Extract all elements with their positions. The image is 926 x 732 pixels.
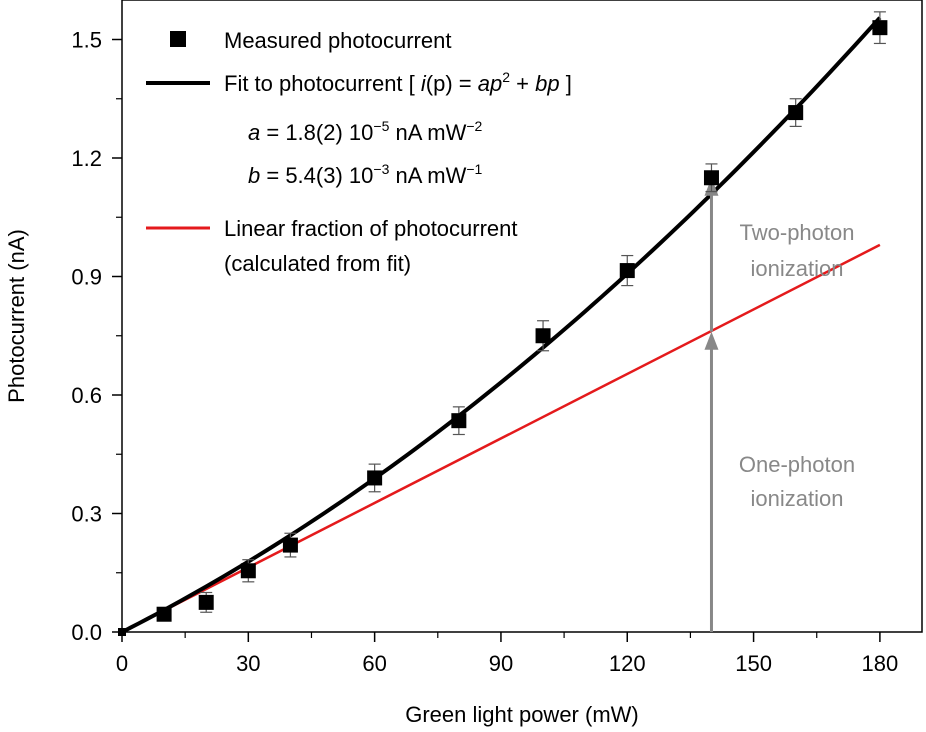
x-tick-label: 120: [609, 651, 646, 676]
fit-suffix: ]: [560, 71, 572, 96]
fit-i: i: [421, 71, 427, 96]
legend-label-linear-line2: (calculated from fit): [224, 251, 411, 276]
fit-curve: [121, 16, 882, 634]
two-photon-label: Two-photon: [740, 220, 855, 245]
x-tick-label: 30: [236, 651, 260, 676]
plot-frame: [121, 0, 923, 633]
two-photon-label-line2: ionization: [751, 256, 844, 281]
param-a-unit-exp: −2: [466, 118, 482, 134]
y-tick-label: 0.0: [71, 620, 102, 645]
x-tick-label: 90: [489, 651, 513, 676]
x-axis-ticks: 0 30 60 90 120 150 180: [116, 632, 898, 676]
fit-square: 2: [502, 69, 510, 85]
data-point: [118, 628, 126, 636]
data-point: [535, 328, 551, 344]
legend-label-linear: Linear fraction of photocurrent: [224, 216, 518, 241]
data-point: [367, 470, 383, 486]
y-axis-ticks: 0.0 0.3 0.6 0.9 1.2 1.5: [71, 28, 122, 645]
param-b-val: = 5.4(3) 10: [260, 163, 373, 188]
y-tick-label: 1.2: [71, 146, 102, 171]
data-point: [282, 537, 298, 553]
data-point: [198, 594, 214, 610]
legend-param-b: b = 5.4(3) 10−3 nA mW−1: [248, 161, 483, 188]
one-photon-label: One-photon: [739, 452, 855, 477]
fit-p: (p): [426, 71, 453, 96]
param-b-unit-exp: −1: [466, 161, 482, 177]
y-tick-label: 0.3: [71, 502, 102, 527]
data-point: [872, 20, 888, 36]
fit-prefix: Fit to photocurrent [: [224, 71, 421, 96]
legend-label-measured: Measured photocurrent: [224, 28, 451, 53]
param-b-unit: nA mW: [389, 163, 466, 188]
x-tick-label: 180: [862, 651, 899, 676]
y-tick-label: 0.9: [71, 265, 102, 290]
data-point: [240, 563, 256, 579]
x-axis-title: Green light power (mW): [405, 702, 639, 727]
x-tick-label: 0: [116, 651, 128, 676]
data-point: [788, 105, 804, 121]
param-b-sym: b: [248, 163, 260, 188]
y-tick-label: 1.5: [71, 28, 102, 53]
linear-fraction-line: [121, 243, 881, 634]
data-point: [703, 170, 719, 186]
param-a-unit: nA mW: [389, 120, 466, 145]
linear-fraction-series: [121, 243, 881, 634]
ionization-arrows: [704, 177, 719, 632]
legend-label-fit: Fit to photocurrent [ i(p) = ap2 + bp ]: [224, 69, 572, 96]
param-a-val: = 1.8(2) 10: [260, 120, 373, 145]
legend: Measured photocurrent Fit to photocurren…: [146, 28, 572, 276]
legend-param-a: a = 1.8(2) 10−5 nA mW−2: [248, 118, 483, 145]
y-tick-label: 0.6: [71, 383, 102, 408]
data-point: [451, 413, 467, 429]
param-a-sym: a: [248, 120, 260, 145]
fit-eq: =: [453, 71, 478, 96]
fit-ap: ap: [478, 71, 502, 96]
one-photon-label-line2: ionization: [751, 486, 844, 511]
data-point: [619, 263, 635, 279]
fit-plus: +: [510, 71, 535, 96]
legend-marker-measured: [170, 31, 186, 47]
x-tick-label: 150: [735, 651, 772, 676]
fit-bp: bp: [535, 71, 559, 96]
x-tick-label: 60: [362, 651, 386, 676]
param-b-exp: −3: [373, 161, 389, 177]
param-a-exp: −5: [373, 118, 389, 134]
data-point: [156, 606, 172, 622]
one-photon-arrow-head: [704, 331, 719, 350]
fit-series: [121, 16, 882, 634]
measured-series: [118, 11, 888, 636]
y-axis-title: Photocurrent (nA): [4, 229, 29, 403]
